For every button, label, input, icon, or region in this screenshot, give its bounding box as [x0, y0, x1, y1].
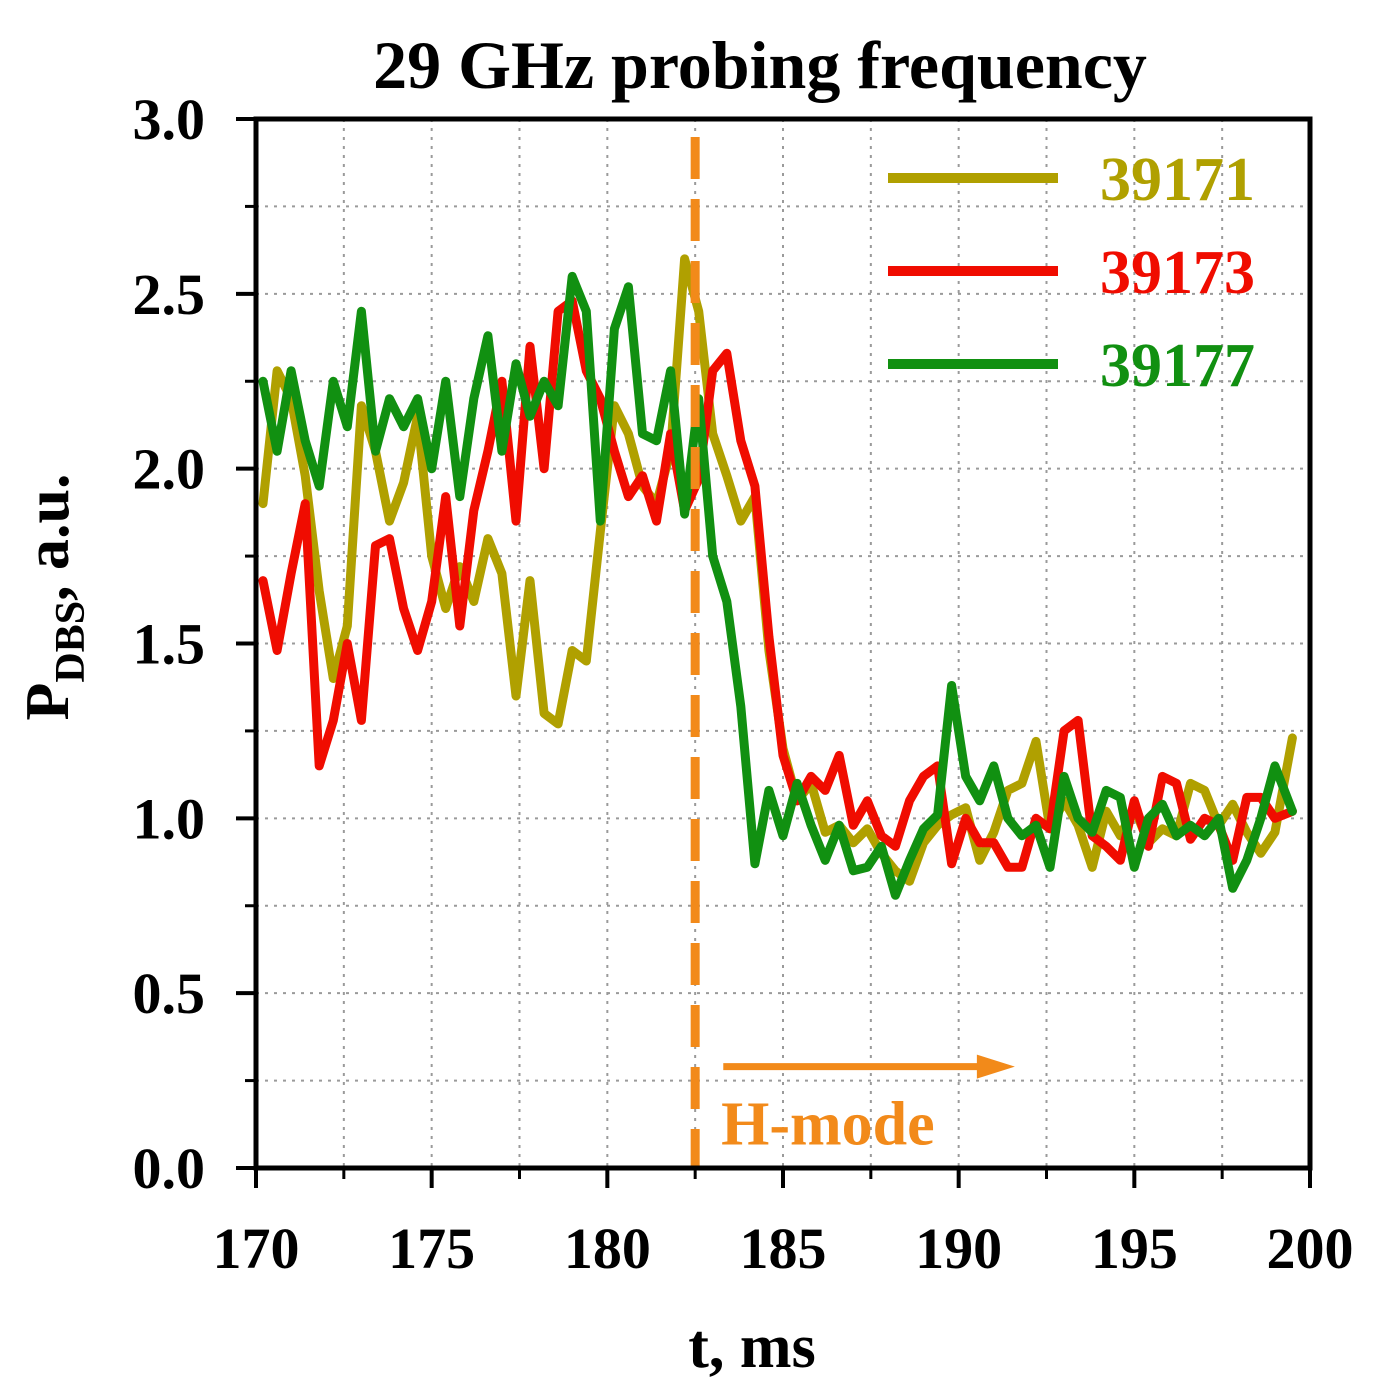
y-axis-label: PDBS, a.u. [14, 473, 94, 720]
y-tick-label: 0.0 [133, 1136, 206, 1201]
y-axis-label-rest: , a.u. [14, 473, 82, 600]
x-tick-label: 185 [740, 1216, 827, 1281]
series-line-39173 [258, 296, 1297, 872]
y-tick-label: 1.0 [133, 786, 206, 851]
h-mode-arrow-head [976, 1054, 1015, 1079]
chart-title: 29 GHz probing frequency [373, 27, 1147, 103]
y-axis-label-sub: DBS [48, 601, 94, 683]
x-tick-label: 195 [1091, 1216, 1178, 1281]
annotation-layer: H-mode [690, 137, 1015, 1168]
grid [256, 119, 1310, 1168]
x-tick-label: 175 [388, 1216, 475, 1281]
y-tick-label: 3.0 [133, 87, 206, 152]
legend-label-39171: 39171 [1100, 146, 1255, 214]
x-tick-labels: 170 175 180 185 190 195 200 [213, 1216, 1354, 1281]
x-tick-label: 200 [1267, 1216, 1354, 1281]
series-line-39177 [258, 271, 1297, 900]
x-tick-label: 170 [213, 1216, 300, 1281]
y-tick-label: 1.5 [133, 612, 206, 677]
y-tick-labels: 0.0 0.5 1.0 1.5 2.0 2.5 3.0 [133, 87, 206, 1201]
x-axis-label: t, ms [688, 1313, 815, 1381]
y-tick-label: 0.5 [133, 961, 206, 1026]
legend-label-39173: 39173 [1100, 239, 1255, 307]
y-tick-label: 2.5 [133, 262, 206, 327]
ticks [236, 117, 1312, 1188]
x-tick-label: 180 [564, 1216, 651, 1281]
legend: 39171 39173 39177 [888, 146, 1255, 400]
y-axis-label-main: P [14, 683, 82, 721]
series-layer [258, 254, 1297, 900]
x-tick-label: 190 [915, 1216, 1002, 1281]
y-tick-label: 2.0 [133, 437, 206, 502]
h-mode-label: H-mode [721, 1091, 935, 1159]
legend-label-39177: 39177 [1100, 332, 1255, 400]
